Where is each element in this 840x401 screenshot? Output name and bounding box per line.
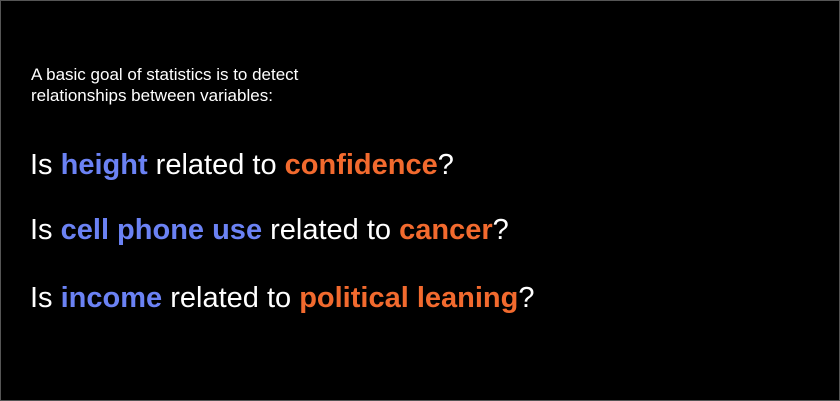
question-middle: related to bbox=[262, 214, 400, 246]
variable-b: confidence bbox=[284, 149, 438, 181]
question-height-confidence: Is height related to confidence? bbox=[30, 148, 454, 182]
variable-b: cancer bbox=[399, 214, 493, 246]
intro-text: A basic goal of statistics is to detect … bbox=[31, 64, 298, 106]
question-suffix: ? bbox=[437, 149, 454, 181]
question-prefix: Is bbox=[30, 282, 61, 314]
variable-a: cell phone use bbox=[60, 214, 263, 246]
question-middle: related to bbox=[147, 149, 285, 181]
question-prefix: Is bbox=[30, 214, 61, 246]
question-suffix: ? bbox=[492, 214, 509, 246]
question-cellphone-cancer: Is cell phone use related to cancer? bbox=[30, 213, 509, 247]
variable-b: political leaning bbox=[299, 282, 519, 314]
intro-line-1: A basic goal of statistics is to detect bbox=[31, 65, 299, 84]
question-prefix: Is bbox=[30, 149, 61, 181]
question-income-politics: Is income related to political leaning? bbox=[30, 281, 534, 315]
variable-a: height bbox=[60, 149, 148, 181]
variable-a: income bbox=[60, 282, 163, 314]
intro-line-2: relationships between variables: bbox=[31, 86, 273, 105]
question-middle: related to bbox=[162, 282, 300, 314]
question-suffix: ? bbox=[518, 282, 535, 314]
